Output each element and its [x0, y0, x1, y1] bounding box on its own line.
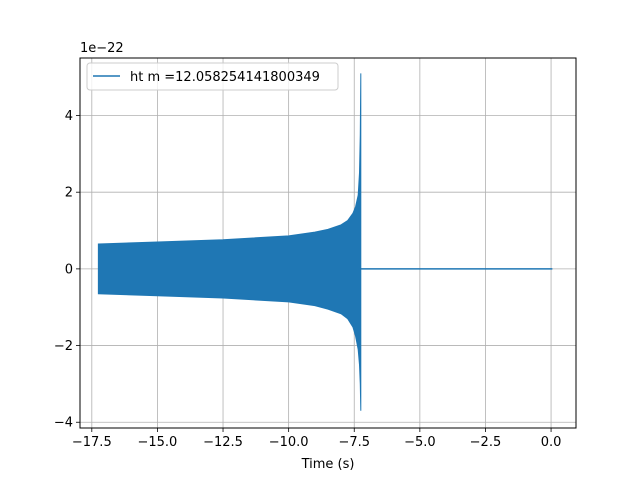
x-tick-label: −7.5: [338, 435, 370, 450]
x-tick-label: −17.5: [72, 435, 112, 450]
waveform-oscillation-band: [97, 73, 362, 411]
ticks: −17.5 −15.0 −12.5 −10.0 −7.5 −5.0 −2.5 0.0 −4 −2 0…: [54, 109, 562, 450]
x-tick-label: −12.5: [203, 435, 243, 450]
x-tick-label: −10.0: [269, 435, 309, 450]
x-tick-label: −15.0: [137, 435, 177, 450]
legend: ht m =12.058254141800349: [86, 62, 339, 91]
x-axis-label: Time (s): [301, 457, 355, 472]
legend-label: ht m =12.058254141800349: [130, 70, 320, 85]
y-tick-label: −4: [54, 416, 73, 431]
y-tick-label: 0: [65, 262, 73, 277]
y-tick-label: 4: [65, 109, 73, 124]
y-tick-label: −2: [54, 339, 73, 354]
x-tick-label: −2.5: [470, 435, 502, 450]
y-scale-label: 1e−22: [80, 41, 124, 56]
x-tick-label: 0.0: [541, 435, 562, 450]
series-layer: [97, 73, 553, 411]
y-tick-label: 2: [65, 186, 73, 201]
plot-frame: [79, 57, 577, 429]
legend-box: [86, 62, 339, 91]
x-tick-label: −5.0: [404, 435, 436, 450]
